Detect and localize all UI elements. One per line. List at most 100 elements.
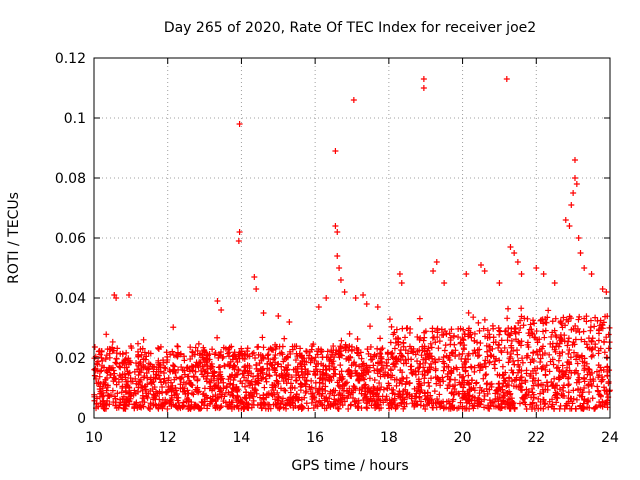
band-point xyxy=(134,348,141,355)
band-point xyxy=(559,392,566,399)
band-point xyxy=(119,376,126,383)
band-point xyxy=(529,367,536,374)
band-point xyxy=(568,395,575,402)
band-point xyxy=(96,386,103,393)
band-point xyxy=(258,367,265,374)
band-point xyxy=(462,405,468,412)
band-point xyxy=(395,393,402,400)
band-point xyxy=(245,392,252,399)
band-point xyxy=(264,352,271,359)
band-point xyxy=(235,367,242,374)
band-point xyxy=(591,323,598,330)
band-point xyxy=(124,396,131,403)
band-point xyxy=(603,354,610,361)
band-point xyxy=(444,385,451,392)
band-point xyxy=(535,405,542,412)
band-point xyxy=(177,385,184,392)
band-point xyxy=(123,381,130,388)
band-point xyxy=(572,405,579,412)
band-point xyxy=(250,349,257,356)
band-point xyxy=(292,357,299,364)
band-point xyxy=(259,334,266,341)
band-point xyxy=(481,392,488,399)
band-point xyxy=(202,359,209,366)
band-point xyxy=(364,385,371,392)
band-point xyxy=(440,358,447,365)
band-point xyxy=(187,404,194,411)
band-point xyxy=(157,343,164,350)
band-point xyxy=(296,374,303,381)
band-point xyxy=(574,385,581,392)
band-point xyxy=(461,360,468,367)
dense-point-band xyxy=(91,305,613,412)
band-point xyxy=(527,359,534,366)
band-point xyxy=(388,350,395,357)
band-point xyxy=(215,394,222,401)
band-point xyxy=(106,345,113,352)
band-point xyxy=(528,326,535,333)
band-point xyxy=(449,404,456,411)
band-point xyxy=(263,394,270,401)
band-point xyxy=(294,363,301,370)
band-point xyxy=(151,384,158,391)
band-point xyxy=(121,357,128,364)
data-point xyxy=(588,271,595,277)
band-point xyxy=(603,391,610,398)
y-tick-label: 0.06 xyxy=(55,231,86,247)
band-point xyxy=(139,345,146,352)
band-point xyxy=(589,395,596,402)
band-point xyxy=(367,389,374,396)
band-point xyxy=(558,338,565,345)
band-point xyxy=(319,354,326,361)
band-point xyxy=(377,355,384,362)
band-point xyxy=(550,361,557,368)
band-point xyxy=(228,343,235,350)
band-point xyxy=(496,357,503,364)
band-point xyxy=(159,405,166,412)
band-point xyxy=(195,340,202,347)
band-point xyxy=(192,403,199,410)
band-point xyxy=(400,399,407,406)
band-point xyxy=(213,402,220,409)
data-point xyxy=(286,319,293,325)
y-tick-label: 0.08 xyxy=(55,171,86,187)
band-point xyxy=(305,405,312,412)
band-point xyxy=(261,384,268,391)
band-point xyxy=(397,357,404,364)
band-point xyxy=(322,387,329,394)
band-point xyxy=(192,368,199,375)
band-point xyxy=(337,400,344,407)
band-point xyxy=(156,376,163,383)
band-point xyxy=(448,326,455,333)
band-point xyxy=(219,355,226,362)
band-point xyxy=(388,323,395,330)
band-point xyxy=(576,392,583,399)
band-point xyxy=(474,400,481,407)
band-point xyxy=(385,380,392,387)
band-point xyxy=(469,350,476,357)
band-point xyxy=(440,367,447,374)
band-point xyxy=(326,377,333,384)
band-point xyxy=(150,402,157,409)
band-point xyxy=(293,377,300,384)
band-point xyxy=(505,305,512,312)
band-point xyxy=(530,350,537,357)
band-point xyxy=(587,317,594,324)
band-point xyxy=(583,360,590,367)
band-point xyxy=(230,352,237,359)
band-point xyxy=(541,334,548,341)
band-point xyxy=(529,378,536,385)
band-point xyxy=(211,351,218,358)
band-point xyxy=(402,334,409,341)
band-point xyxy=(282,375,289,382)
band-point xyxy=(409,400,416,407)
band-point xyxy=(215,364,222,371)
band-point xyxy=(254,372,261,379)
band-point xyxy=(162,380,169,387)
data-point xyxy=(514,259,521,265)
band-point xyxy=(241,394,248,401)
band-point xyxy=(511,405,518,412)
band-point xyxy=(399,369,406,376)
band-point xyxy=(304,369,311,376)
band-point xyxy=(456,371,463,378)
